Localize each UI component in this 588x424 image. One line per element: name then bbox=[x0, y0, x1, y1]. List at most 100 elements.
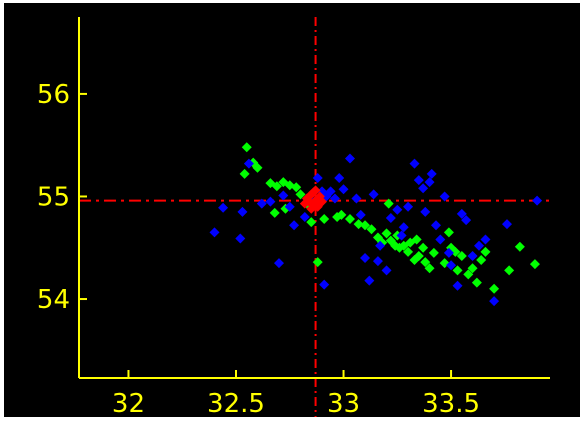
data-point-series1-24 bbox=[368, 189, 379, 200]
data-point-series1-18 bbox=[338, 184, 349, 195]
y-tick-label-1: 55 bbox=[37, 182, 70, 212]
axes bbox=[78, 17, 550, 379]
data-point-series0-13 bbox=[306, 217, 317, 228]
data-point-series1-23 bbox=[364, 275, 375, 286]
data-point-series1-41 bbox=[446, 260, 457, 271]
data-point-series2-11 bbox=[306, 203, 317, 214]
data-point-series0-40 bbox=[450, 246, 461, 257]
data-point-series0-36 bbox=[428, 247, 439, 258]
data-point-series0-52 bbox=[312, 257, 323, 268]
data-point-series1-30 bbox=[403, 201, 414, 212]
plot-background bbox=[4, 3, 580, 417]
data-point-series1-45 bbox=[467, 250, 478, 261]
data-point-series0-11 bbox=[269, 207, 280, 218]
data-point-series1-32 bbox=[413, 175, 424, 186]
data-point-series0-51 bbox=[529, 259, 540, 270]
data-point-series1-11 bbox=[299, 211, 310, 222]
data-point-series1-36 bbox=[426, 168, 437, 179]
data-point-series1-29 bbox=[396, 230, 407, 241]
x-tick-label-3: 33.5 bbox=[422, 389, 480, 419]
data-point-series1-52 bbox=[375, 240, 386, 251]
data-point-series0-23 bbox=[381, 228, 392, 239]
data-point-series1-7 bbox=[278, 190, 289, 201]
data-point-series1-50 bbox=[532, 195, 543, 206]
data-point-series2-9 bbox=[317, 196, 328, 207]
data-point-series1-28 bbox=[392, 204, 403, 215]
data-point-series0-8 bbox=[291, 182, 302, 193]
data-point-series0-49 bbox=[504, 265, 515, 276]
data-point-series1-39 bbox=[439, 191, 450, 202]
data-point-series1-5 bbox=[256, 198, 267, 209]
data-point-series1-16 bbox=[329, 193, 340, 204]
data-point-series0-3 bbox=[252, 162, 263, 173]
data-point-series1-1 bbox=[218, 202, 229, 213]
data-point-series1-26 bbox=[381, 265, 392, 276]
data-point-series2-10 bbox=[310, 185, 321, 196]
data-point-series1-20 bbox=[351, 193, 362, 204]
data-point-series0-44 bbox=[467, 263, 478, 274]
data-point-series1-48 bbox=[489, 296, 500, 307]
data-point-series1-6 bbox=[265, 196, 276, 207]
data-point-series1-21 bbox=[355, 209, 366, 220]
data-point-series0-35 bbox=[424, 263, 435, 274]
data-point-series0-50 bbox=[514, 241, 525, 252]
data-point-series1-33 bbox=[418, 183, 429, 194]
data-point-series1-44 bbox=[461, 215, 472, 226]
data-point-series0-17 bbox=[344, 214, 355, 225]
data-point-series1-43 bbox=[456, 208, 467, 219]
data-point-series0-41 bbox=[452, 265, 463, 276]
data-point-series1-46 bbox=[474, 240, 485, 251]
data-point-series1-0 bbox=[209, 227, 220, 238]
data-points bbox=[209, 142, 543, 307]
data-point-series1-25 bbox=[372, 256, 383, 267]
data-point-series0-2 bbox=[239, 168, 250, 179]
data-point-series0-46 bbox=[476, 255, 487, 266]
data-point-series2-8 bbox=[299, 198, 310, 209]
data-point-series0-33 bbox=[418, 242, 429, 253]
data-point-series0-31 bbox=[411, 234, 422, 245]
data-point-series1-47 bbox=[480, 234, 491, 245]
data-point-series0-14 bbox=[319, 214, 330, 225]
data-point-series0-53 bbox=[383, 198, 394, 209]
data-point-series1-4 bbox=[243, 158, 254, 169]
data-point-series0-48 bbox=[489, 283, 500, 294]
data-point-series0-28 bbox=[403, 246, 414, 257]
data-point-series0-5 bbox=[271, 181, 282, 192]
y-tick-label-0: 54 bbox=[37, 285, 70, 315]
data-point-series1-40 bbox=[443, 247, 454, 258]
data-point-series1-3 bbox=[235, 233, 246, 244]
data-point-series0-9 bbox=[295, 189, 306, 200]
data-point-series1-15 bbox=[325, 186, 336, 197]
data-point-series1-10 bbox=[289, 220, 300, 231]
data-point-series1-51 bbox=[319, 279, 330, 290]
y-tick-label-2: 56 bbox=[37, 80, 70, 110]
data-point-series0-42 bbox=[456, 250, 467, 261]
data-point-series1-31 bbox=[409, 158, 420, 169]
data-point-series1-22 bbox=[360, 253, 371, 264]
data-point-series0-38 bbox=[443, 227, 454, 238]
x-tick-label-1: 32.5 bbox=[207, 389, 265, 419]
data-point-series0-0 bbox=[241, 142, 252, 153]
data-point-series0-32 bbox=[413, 250, 424, 261]
data-point-series0-45 bbox=[471, 277, 482, 288]
data-point-series0-16 bbox=[336, 209, 347, 220]
data-point-series1-27 bbox=[385, 213, 396, 224]
data-point-series1-12 bbox=[312, 173, 323, 184]
data-point-series1-38 bbox=[435, 234, 446, 245]
x-tick-label-0: 32 bbox=[112, 389, 145, 419]
data-point-series1-8 bbox=[284, 201, 295, 212]
x-tick-label-2: 33 bbox=[327, 389, 360, 419]
data-point-series0-34 bbox=[420, 257, 431, 268]
data-point-series1-17 bbox=[334, 173, 345, 184]
data-point-series0-20 bbox=[366, 224, 377, 235]
data-point-series0-43 bbox=[463, 269, 474, 280]
data-point-series1-9 bbox=[274, 258, 285, 269]
data-point-series0-19 bbox=[360, 220, 371, 231]
data-point-series1-37 bbox=[431, 220, 442, 231]
data-point-series1-42 bbox=[452, 280, 463, 291]
data-point-series0-18 bbox=[353, 219, 364, 230]
data-point-series1-53 bbox=[398, 222, 409, 233]
data-point-series1-49 bbox=[501, 219, 512, 230]
data-point-series1-34 bbox=[420, 206, 431, 217]
